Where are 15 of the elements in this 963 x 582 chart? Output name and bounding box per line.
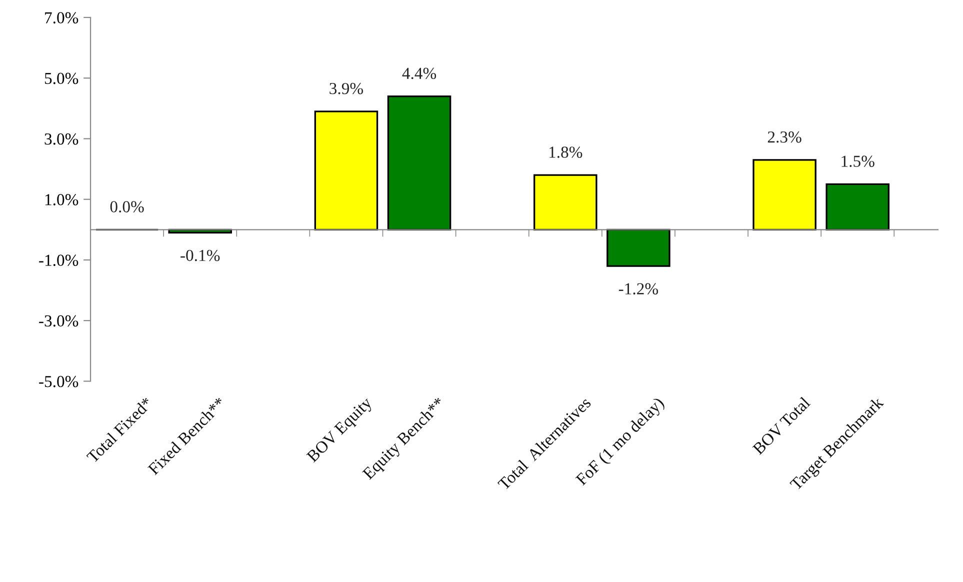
data-label: 0.0%	[110, 201, 144, 212]
y-tick-label: -5.0%	[39, 376, 78, 388]
data-label: 2.3%	[768, 131, 802, 143]
y-tick-label: 1.0%	[45, 194, 78, 206]
data-label: -1.2%	[618, 283, 658, 294]
data-label: 3.9%	[330, 82, 364, 94]
y-tick-label: -1.0%	[39, 254, 78, 266]
y-tick-label: -3.0%	[39, 315, 78, 327]
y-tick-label: 7.0%	[45, 12, 78, 24]
data-label: 4.4%	[402, 68, 436, 80]
data-label: -0.1%	[180, 250, 220, 262]
data-label: 1.5%	[842, 156, 874, 167]
y-tick-label: 3.0%	[44, 133, 78, 145]
data-label: 1.8%	[549, 146, 582, 158]
y-tick-label: 5.0%	[44, 72, 78, 84]
